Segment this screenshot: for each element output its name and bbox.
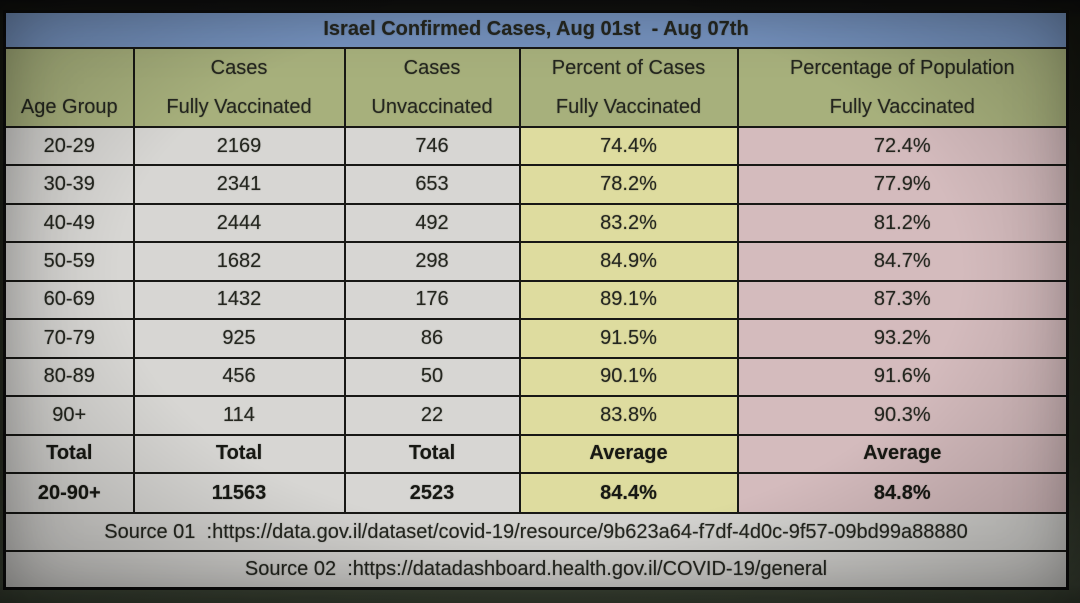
source-row: Source 01 :https://data.gov.il/dataset/c… bbox=[3, 512, 1069, 552]
cell-pct-cases-vaccinated: 90.1% bbox=[518, 356, 739, 398]
header-line2: Fully Vaccinated bbox=[555, 95, 702, 118]
table-row: 50-59 1682 298 84.9% 84.7% bbox=[3, 241, 1069, 282]
cell-age-group: 70-79 bbox=[3, 318, 135, 359]
cell-cases-unvaccinated: 492 bbox=[343, 202, 521, 244]
totals-label-row: Total Total Total Average Average bbox=[3, 433, 1069, 474]
cell-age-group: 60-69 bbox=[3, 279, 135, 321]
column-header-pct-population-vaccinated: Percentage of Population Fully Vaccinate… bbox=[736, 46, 1069, 128]
column-header-cases-vaccinated: Cases Fully Vaccinated bbox=[132, 46, 346, 128]
column-header-pct-cases-vaccinated: Percent of Cases Fully Vaccinated bbox=[518, 46, 739, 128]
header-line1: Percentage of Population bbox=[789, 56, 1015, 79]
table-title: Israel Confirmed Cases, Aug 01st - Aug 0… bbox=[3, 10, 1069, 49]
confirmed-cases-table: Israel Confirmed Cases, Aug 01st - Aug 0… bbox=[3, 10, 1070, 590]
total-cases-unvaccinated: 2523 bbox=[343, 471, 521, 515]
cell-age-group: 40-49 bbox=[3, 202, 135, 244]
cell-pct-cases-vaccinated: 91.5% bbox=[518, 318, 739, 359]
total-label: Total bbox=[3, 433, 135, 474]
average-pct-cases-vaccinated: 84.4% bbox=[518, 471, 739, 515]
header-line1: Cases bbox=[210, 56, 268, 79]
cell-cases-vaccinated: 114 bbox=[132, 395, 346, 436]
total-age-range: 20-90+ bbox=[3, 471, 135, 515]
table-row: 20-29 2169 746 74.4% 72.4% bbox=[3, 125, 1069, 167]
average-label: Average bbox=[736, 433, 1069, 474]
header-line1: Cases bbox=[403, 56, 461, 79]
cell-cases-vaccinated: 1682 bbox=[132, 241, 346, 282]
cell-pct-cases-vaccinated: 83.2% bbox=[518, 202, 739, 244]
header-line2: Fully Vaccinated bbox=[829, 95, 975, 118]
title-row: Israel Confirmed Cases, Aug 01st - Aug 0… bbox=[3, 10, 1069, 49]
cell-cases-vaccinated: 2341 bbox=[132, 164, 346, 205]
cell-cases-vaccinated: 1432 bbox=[132, 279, 346, 321]
cell-cases-unvaccinated: 86 bbox=[343, 318, 521, 359]
cell-age-group: 50-59 bbox=[3, 241, 135, 282]
spreadsheet-sheet: Israel Confirmed Cases, Aug 01st - Aug 0… bbox=[3, 10, 1070, 590]
table-row: 90+ 114 22 83.8% 90.3% bbox=[3, 395, 1069, 436]
cell-pct-cases-vaccinated: 78.2% bbox=[518, 164, 739, 205]
cell-cases-unvaccinated: 653 bbox=[343, 164, 521, 205]
cell-age-group: 20-29 bbox=[3, 125, 135, 167]
cell-age-group: 90+ bbox=[3, 395, 135, 436]
cell-age-group: 80-89 bbox=[3, 356, 135, 398]
cell-pct-cases-vaccinated: 84.9% bbox=[518, 241, 739, 282]
cell-cases-vaccinated: 2169 bbox=[132, 125, 346, 167]
table-row: 60-69 1432 176 89.1% 87.3% bbox=[3, 279, 1069, 321]
cell-cases-unvaccinated: 176 bbox=[343, 279, 521, 321]
cell-pct-population-vaccinated: 77.9% bbox=[736, 164, 1069, 205]
average-pct-population-vaccinated: 84.8% bbox=[736, 471, 1069, 515]
cell-cases-unvaccinated: 746 bbox=[343, 125, 521, 167]
column-header-cases-unvaccinated: Cases Unvaccinated bbox=[343, 46, 521, 128]
source-01-text: Source 01 :https://data.gov.il/dataset/c… bbox=[3, 512, 1069, 552]
cell-cases-unvaccinated: 298 bbox=[343, 241, 521, 282]
cell-cases-unvaccinated: 22 bbox=[343, 395, 521, 436]
source-row: Source 02 :https://datadashboard.health.… bbox=[3, 549, 1069, 590]
cell-pct-population-vaccinated: 93.2% bbox=[736, 318, 1069, 359]
header-line2: Age Group bbox=[20, 95, 118, 118]
cell-cases-vaccinated: 456 bbox=[132, 356, 346, 398]
table-row: 70-79 925 86 91.5% 93.2% bbox=[3, 318, 1069, 359]
cell-cases-unvaccinated: 50 bbox=[343, 356, 521, 398]
cell-pct-population-vaccinated: 72.4% bbox=[736, 125, 1069, 167]
table-row: 80-89 456 50 90.1% 91.6% bbox=[3, 356, 1069, 398]
total-label: Total bbox=[132, 433, 346, 474]
cell-cases-vaccinated: 925 bbox=[132, 318, 346, 359]
total-label: Total bbox=[343, 433, 521, 474]
header-row: Age Group Cases Fully Vaccinated Cases U… bbox=[3, 46, 1069, 128]
cell-pct-population-vaccinated: 87.3% bbox=[736, 279, 1069, 321]
cell-pct-cases-vaccinated: 89.1% bbox=[518, 279, 739, 321]
cell-pct-population-vaccinated: 91.6% bbox=[736, 356, 1069, 398]
table-row: 40-49 2444 492 83.2% 81.2% bbox=[3, 202, 1069, 244]
totals-value-row: 20-90+ 11563 2523 84.4% 84.8% bbox=[3, 471, 1069, 515]
source-02-text: Source 02 :https://datadashboard.health.… bbox=[3, 549, 1069, 590]
header-line2: Unvaccinated bbox=[371, 95, 493, 118]
total-cases-vaccinated: 11563 bbox=[132, 471, 346, 515]
cell-pct-cases-vaccinated: 83.8% bbox=[518, 395, 739, 436]
average-label: Average bbox=[518, 433, 739, 474]
cell-pct-population-vaccinated: 84.7% bbox=[736, 241, 1069, 282]
cell-pct-cases-vaccinated: 74.4% bbox=[518, 125, 739, 167]
header-line2: Fully Vaccinated bbox=[166, 95, 312, 118]
cell-pct-population-vaccinated: 90.3% bbox=[736, 395, 1069, 436]
cell-pct-population-vaccinated: 81.2% bbox=[736, 202, 1069, 244]
column-header-age-group: Age Group bbox=[3, 46, 135, 128]
header-line1: Percent of Cases bbox=[551, 56, 706, 79]
cell-cases-vaccinated: 2444 bbox=[132, 202, 346, 244]
cell-age-group: 30-39 bbox=[3, 164, 135, 205]
table-row: 30-39 2341 653 78.2% 77.9% bbox=[3, 164, 1069, 205]
